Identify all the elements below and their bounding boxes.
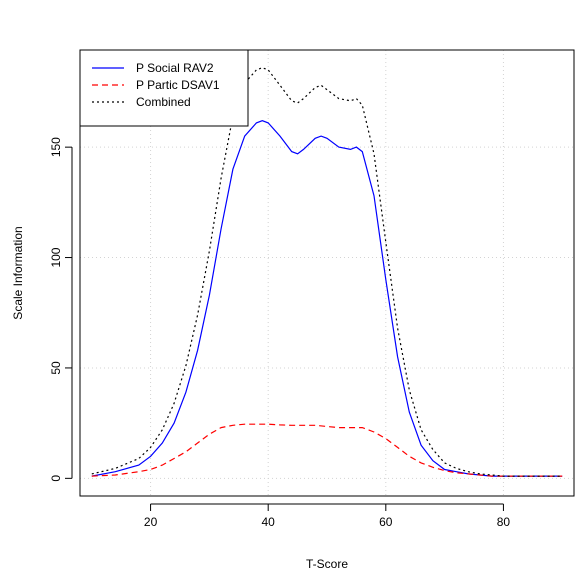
axes: 20 40 60 80 0 50 100 150 [49,137,510,529]
legend-label: P Partic DSAV1 [136,78,220,92]
plot-frame [79,49,575,497]
series-line-3 [91,67,563,477]
legend-box [79,49,249,127]
y-tick-label: 50 [49,361,63,375]
x-axis-title: T-Score [306,557,348,571]
y-tick-label: 150 [49,137,63,157]
legend-label: P Social RAV2 [136,61,214,75]
series-line-1 [91,120,563,477]
legend: P Social RAV2 P Partic DSAV1 Combined [79,49,249,127]
series-lines [91,67,563,477]
y-tick-label: 0 [49,475,63,482]
y-tick-label: 100 [49,247,63,267]
x-tick-label: 80 [497,515,511,529]
legend-label: Combined [136,95,191,109]
x-tick-label: 40 [262,515,276,529]
series-line-2 [91,423,563,477]
x-tick-label: 20 [144,515,158,529]
x-tick-label: 60 [379,515,393,529]
y-axis-title: Scale Information [11,226,25,319]
